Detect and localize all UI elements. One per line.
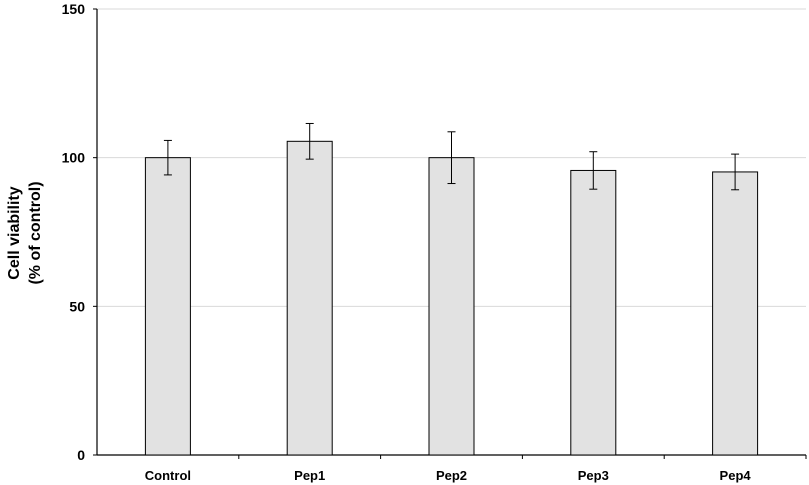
labels: 0 50 100 150 Control Pep1 Pep2 Pep3 Pep4 (62, 1, 752, 483)
bar-pep4 (712, 171, 759, 456)
y-tick-label: 0 (77, 447, 85, 463)
error-bar-pep4 (731, 153, 740, 191)
x-tick-label: Pep3 (578, 468, 609, 483)
bar-control (144, 157, 191, 456)
y-tick-label: 50 (69, 298, 85, 314)
y-tick-label: 150 (62, 1, 86, 17)
error-bars (163, 122, 740, 191)
y-tick-label: 100 (62, 150, 86, 166)
bars (144, 140, 759, 456)
y-axis-title-line-2: (% of control) (27, 181, 44, 284)
y-axis-title-line-1: Cell viability (6, 186, 23, 279)
x-tick-label: Control (145, 468, 191, 483)
x-tick-label: Pep1 (294, 468, 325, 483)
error-bar-pep1 (305, 122, 314, 160)
bar-pep1 (286, 140, 333, 456)
error-bar-pep3 (589, 151, 598, 190)
x-tick-label: Pep4 (720, 468, 752, 483)
bar-pep3 (570, 169, 617, 456)
bar-pep2 (428, 157, 475, 456)
x-tick-label: Pep2 (436, 468, 467, 483)
error-bar-pep2 (447, 131, 456, 185)
error-bar-control (163, 139, 172, 176)
